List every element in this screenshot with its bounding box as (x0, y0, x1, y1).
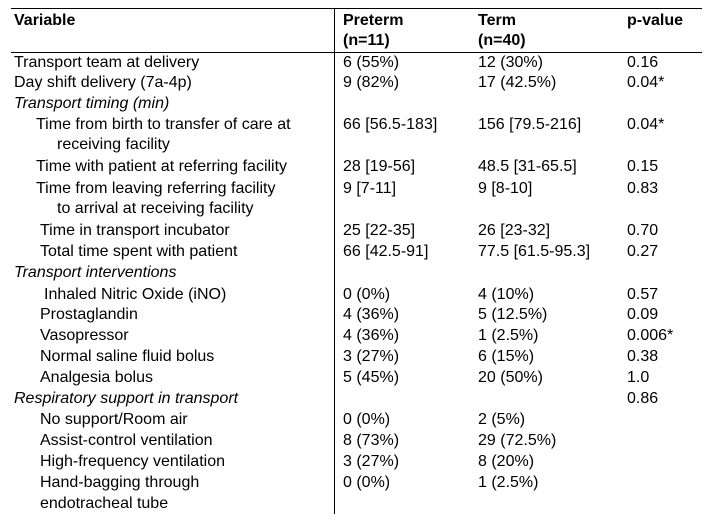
row-label: Normal saline fluid bolus (40, 348, 215, 365)
row-term: 77.5 [61.5-95.3] (478, 243, 591, 260)
row-label: Vasopressor (40, 327, 129, 344)
row-label: Time from leaving referring facility (36, 180, 276, 197)
row-term: 8 (20%) (478, 453, 535, 470)
row-p-value: 0.09 (627, 306, 659, 323)
section-heading: Transport interventions (14, 264, 177, 281)
row-term: 4 (10%) (478, 286, 535, 303)
row-label-continued: receiving facility (57, 136, 170, 153)
row-term: 5 (12.5%) (478, 306, 548, 323)
row-term: 26 [23-32] (478, 222, 551, 239)
row-p-value: 0.83 (627, 180, 659, 197)
row-label: No support/Room air (40, 411, 188, 428)
row-label: Analgesia bolus (40, 369, 153, 386)
row-p-value: 0.38 (627, 348, 659, 365)
row-p-value: 0.15 (627, 158, 659, 175)
row-preterm: 5 (45%) (343, 369, 400, 386)
row-term: 6 (15%) (478, 348, 535, 365)
row-preterm: 0 (0%) (343, 411, 391, 428)
row-preterm: 3 (27%) (343, 453, 400, 470)
row-p-value: 0.86 (627, 390, 659, 407)
header-preterm-n: (n=11) (343, 32, 390, 49)
row-preterm: 0 (0%) (343, 474, 391, 491)
header-variable: Variable (14, 12, 76, 29)
row-term: 20 (50%) (478, 369, 543, 386)
row-preterm: 0 (0%) (343, 286, 391, 303)
row-term: 29 (72.5%) (478, 432, 557, 449)
row-term: 48.5 [31-65.5] (478, 158, 577, 175)
row-label: High-frequency ventilation (40, 453, 225, 470)
header-preterm: Preterm (343, 12, 404, 29)
row-p-value: 0.27 (627, 243, 659, 260)
row-label: Inhaled Nitric Oxide (iNO) (44, 286, 227, 303)
row-preterm: 8 (73%) (343, 432, 400, 449)
row-p-value: 0.70 (627, 222, 659, 239)
column-divider (334, 8, 335, 514)
header-term: Term (478, 12, 516, 29)
row-preterm: 28 [19-56] (343, 158, 416, 175)
section-heading: Respiratory support in transport (14, 390, 239, 407)
row-preterm: 4 (36%) (343, 306, 400, 323)
row-label: Time in transport incubator (40, 222, 230, 239)
row-preterm: 3 (27%) (343, 348, 400, 365)
row-p-value: 0.04* (627, 116, 665, 133)
header-bottom-rule (11, 52, 702, 53)
row-label: Transport team at delivery (14, 54, 200, 71)
row-label: Prostaglandin (40, 306, 138, 323)
row-preterm: 9 (82%) (343, 74, 400, 91)
row-label: Hand-bagging through (40, 474, 200, 491)
row-term: 12 (30%) (478, 54, 543, 71)
row-p-value: 1.0 (627, 369, 650, 386)
row-label: Time from birth to transfer of care at (36, 116, 291, 133)
row-label: Assist-control ventilation (40, 432, 213, 449)
row-term: 2 (5%) (478, 411, 526, 428)
row-preterm: 4 (36%) (343, 327, 400, 344)
row-term: 9 [8-10] (478, 180, 533, 197)
row-term: 1 (2.5%) (478, 327, 539, 344)
header-term-n: (n=40) (478, 32, 526, 49)
row-label: Time with patient at referring facility (36, 158, 288, 175)
row-preterm: 6 (55%) (343, 54, 400, 71)
row-label-continued: endotracheal tube (40, 495, 169, 512)
row-preterm: 25 [22-35] (343, 222, 416, 239)
row-p-value: 0.16 (627, 54, 659, 71)
row-preterm: 9 [7-11] (343, 180, 397, 197)
row-label: Total time spent with patient (40, 243, 238, 260)
row-term: 17 (42.5%) (478, 74, 557, 91)
row-label-continued: to arrival at receiving facility (57, 200, 254, 217)
row-p-value: 0.006* (627, 327, 674, 344)
row-preterm: 66 [42.5-91] (343, 243, 429, 260)
row-p-value: 0.04* (627, 74, 665, 91)
section-heading: Transport timing (min) (14, 95, 170, 112)
header-p-value: p-value (627, 12, 684, 29)
row-preterm: 66 [56.5-183] (343, 116, 438, 133)
row-term: 1 (2.5%) (478, 474, 539, 491)
row-term: 156 [79.5-216] (478, 116, 582, 133)
table-top-rule (11, 8, 702, 9)
row-label: Day shift delivery (7a-4p) (14, 74, 192, 91)
row-p-value: 0.57 (627, 286, 659, 303)
